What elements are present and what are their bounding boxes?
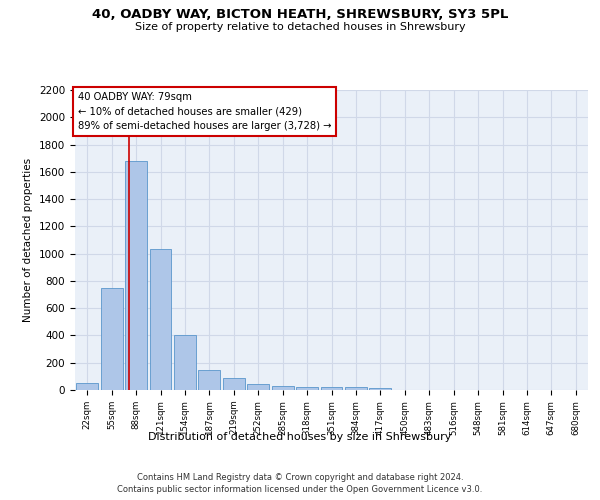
Bar — [345, 388, 367, 390]
Bar — [101, 288, 122, 390]
Bar — [247, 384, 269, 390]
Bar — [199, 370, 220, 390]
Bar — [296, 386, 318, 390]
Text: Size of property relative to detached houses in Shrewsbury: Size of property relative to detached ho… — [134, 22, 466, 32]
Bar — [272, 386, 293, 390]
Text: 40, OADBY WAY, BICTON HEATH, SHREWSBURY, SY3 5PL: 40, OADBY WAY, BICTON HEATH, SHREWSBURY,… — [92, 8, 508, 20]
Bar — [76, 383, 98, 390]
Bar — [223, 378, 245, 390]
Text: Contains public sector information licensed under the Open Government Licence v3: Contains public sector information licen… — [118, 485, 482, 494]
Bar — [320, 388, 343, 390]
Bar — [149, 249, 172, 390]
Bar — [174, 335, 196, 390]
Y-axis label: Number of detached properties: Number of detached properties — [23, 158, 34, 322]
Bar — [370, 388, 391, 390]
Text: Contains HM Land Registry data © Crown copyright and database right 2024.: Contains HM Land Registry data © Crown c… — [137, 472, 463, 482]
Text: 40 OADBY WAY: 79sqm
← 10% of detached houses are smaller (429)
89% of semi-detac: 40 OADBY WAY: 79sqm ← 10% of detached ho… — [77, 92, 331, 131]
Text: Distribution of detached houses by size in Shrewsbury: Distribution of detached houses by size … — [148, 432, 452, 442]
Bar — [125, 161, 147, 390]
